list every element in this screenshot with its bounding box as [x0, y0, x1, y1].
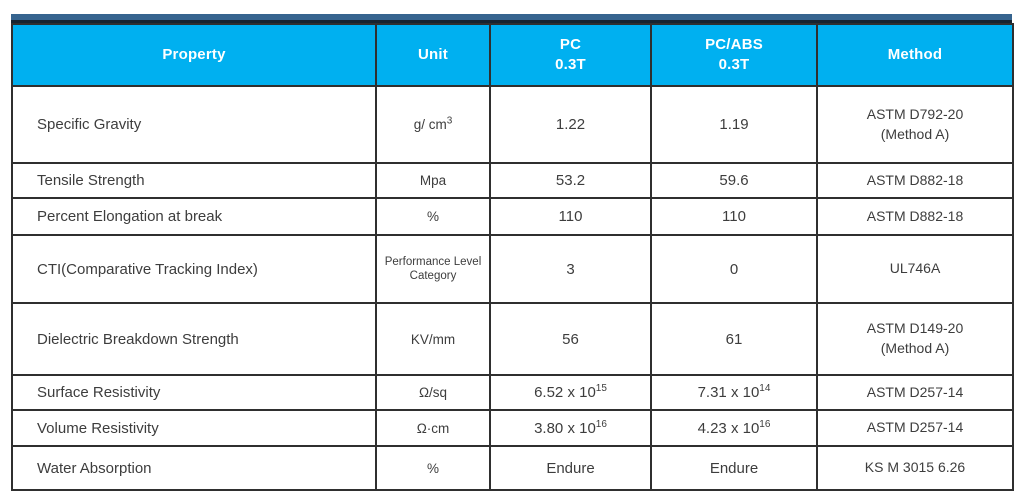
cell-text: Endure: [709, 459, 759, 477]
cell-text: 0: [729, 260, 739, 278]
cell-unit: %: [375, 445, 491, 491]
table-top-accent-bar: [11, 14, 1012, 23]
table-row: Water Absorption % Endure Endure KS M 30…: [11, 445, 1014, 491]
cell-pcabs-value: 1.19: [650, 85, 818, 164]
cell-pcabs-value: 110: [650, 197, 818, 236]
cell-text: KV/mm: [410, 331, 456, 347]
material-properties-table: Property Unit PC 0.3T PC/ABS 0.3T Method…: [11, 14, 1014, 491]
cell-text: Mpa: [419, 173, 447, 188]
cell-method: KS M 3015 6.26: [816, 445, 1014, 491]
cell-pc-value: 110: [489, 197, 652, 236]
table-row: CTI(Comparative Tracking Index) Performa…: [11, 234, 1014, 304]
cell-pc-value: Endure: [489, 445, 652, 491]
cell-pc-value: 1.22: [489, 85, 652, 164]
properties-table: Property Unit PC 0.3T PC/ABS 0.3T Method…: [11, 23, 1014, 491]
cell-pc-value: 56: [489, 302, 652, 376]
cell-superscript: 16: [595, 418, 607, 430]
header-method: Method: [816, 23, 1014, 87]
table-row: Specific Gravity g/ cm3 1.22 1.19 ASTM D…: [11, 85, 1014, 164]
cell-text: 110: [722, 208, 746, 225]
cell-superscript: 14: [759, 383, 771, 394]
cell-method: ASTM D882-18: [816, 197, 1014, 236]
cell-text: 1.22: [555, 116, 586, 133]
cell-superscript: 15: [595, 383, 607, 394]
cell-unit: Performance Level Category: [375, 234, 491, 304]
cell-text: 1.19: [719, 116, 749, 133]
table-row: Surface Resistivity Ω/sq 6.52 x 1015 7.3…: [11, 374, 1014, 411]
cell-pcabs-value: 7.31 x 1014: [650, 374, 818, 411]
cell-property: CTI(Comparative Tracking Index): [11, 234, 377, 304]
header-property: Property: [11, 23, 377, 87]
cell-text: 53.2: [555, 172, 586, 189]
table-row: Percent Elongation at break % 110 110 AS…: [11, 197, 1014, 236]
table-row: Tensile Strength Mpa 53.2 59.6 ASTM D882…: [11, 162, 1014, 199]
cell-unit: %: [375, 197, 491, 236]
cell-property: Percent Elongation at break: [11, 197, 377, 236]
cell-method: ASTM D257-14: [816, 409, 1014, 447]
cell-text: %: [426, 460, 439, 476]
cell-method: ASTM D257-14: [816, 374, 1014, 411]
cell-superscript: 16: [759, 418, 771, 430]
cell-text: Ω/sq: [418, 385, 448, 400]
cell-property: Water Absorption: [11, 445, 377, 491]
header-pcabs-03t: PC/ABS 0.3T: [650, 23, 818, 87]
cell-method: ASTM D882-18: [816, 162, 1014, 199]
cell-pcabs-value: 59.6: [650, 162, 818, 199]
cell-text: 3.80 x 10: [534, 419, 596, 437]
cell-unit: g/ cm3: [375, 85, 491, 164]
cell-unit: KV/mm: [375, 302, 491, 376]
header-unit: Unit: [375, 23, 491, 87]
cell-property: Volume Resistivity: [11, 409, 377, 447]
cell-text: Performance Level Category: [384, 255, 482, 282]
cell-unit: Mpa: [375, 162, 491, 199]
header-pc-03t: PC 0.3T: [489, 23, 652, 87]
cell-text: g/ cm: [413, 117, 447, 132]
cell-pcabs-value: Endure: [650, 445, 818, 491]
cell-pc-value: 53.2: [489, 162, 652, 199]
cell-pcabs-value: 61: [650, 302, 818, 376]
cell-pc-value: 3: [489, 234, 652, 304]
cell-unit: Ω/sq: [375, 374, 491, 411]
cell-text: %: [426, 209, 439, 224]
cell-text: 61: [725, 330, 743, 348]
cell-pc-value: 3.80 x 1016: [489, 409, 652, 447]
cell-unit: Ω·cm: [375, 409, 491, 447]
cell-method: ASTM D792-20 (Method A): [816, 85, 1014, 164]
cell-text: 56: [562, 330, 579, 348]
cell-text: 7.31 x 10: [697, 384, 760, 401]
cell-text: Ω·cm: [416, 420, 450, 436]
cell-superscript: 3: [446, 115, 453, 127]
cell-property: Specific Gravity: [11, 85, 377, 164]
cell-text: 59.6: [719, 172, 749, 189]
table-row: Volume Resistivity Ω·cm 3.80 x 1016 4.23…: [11, 409, 1014, 447]
cell-method: UL746A: [816, 234, 1014, 304]
cell-property: Tensile Strength: [11, 162, 377, 199]
cell-property: Dielectric Breakdown Strength: [11, 302, 377, 376]
cell-pcabs-value: 0: [650, 234, 818, 304]
cell-text: 6.52 x 10: [534, 384, 596, 401]
cell-pcabs-value: 4.23 x 1016: [650, 409, 818, 447]
header-row: Property Unit PC 0.3T PC/ABS 0.3T Method: [11, 23, 1014, 87]
cell-text: Endure: [546, 459, 595, 477]
table-row: Dielectric Breakdown Strength KV/mm 56 6…: [11, 302, 1014, 376]
cell-text: 110: [558, 208, 583, 225]
cell-text: 3: [566, 260, 575, 278]
cell-method: ASTM D149-20 (Method A): [816, 302, 1014, 376]
cell-property: Surface Resistivity: [11, 374, 377, 411]
cell-text: 4.23 x 10: [697, 419, 760, 437]
cell-pc-value: 6.52 x 1015: [489, 374, 652, 411]
